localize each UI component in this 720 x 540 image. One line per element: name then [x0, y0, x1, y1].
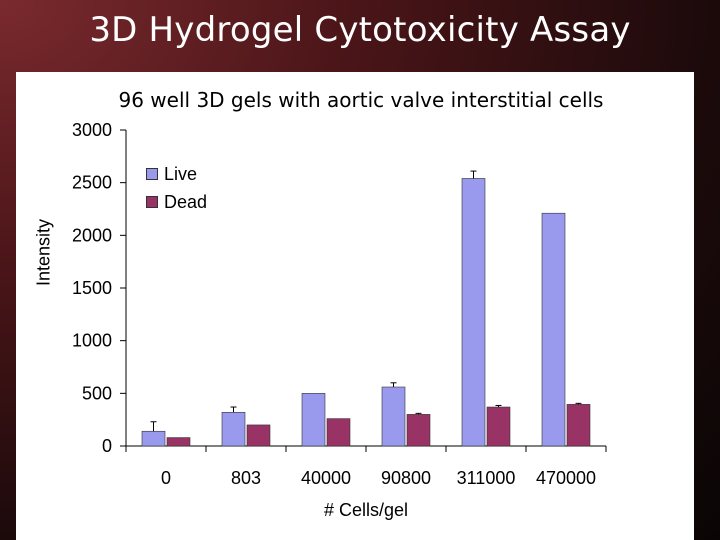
- bar-dead: [166, 437, 191, 447]
- x-tick-label: 40000: [301, 468, 351, 488]
- legend-label-live: Live: [164, 163, 198, 184]
- legend-item-dead: Dead: [146, 188, 207, 216]
- y-tick-label: 3000: [72, 120, 112, 140]
- x-tick-label: 0: [161, 468, 171, 488]
- x-tick-label: 803: [231, 468, 261, 488]
- slide-title: 3D Hydrogel Cytotoxicity Assay: [89, 10, 631, 50]
- bar-live: [541, 212, 566, 447]
- y-axis-label: Intensity: [33, 218, 54, 287]
- bar-dead: [326, 418, 351, 447]
- bar-dead: [246, 424, 271, 447]
- bar-live: [301, 393, 326, 447]
- bar-live: [141, 430, 166, 447]
- chart-panel: 96 well 3D gels with aortic valve inters…: [16, 72, 694, 540]
- y-tick-label: 1500: [72, 278, 112, 298]
- legend-swatch-dead: [146, 196, 158, 208]
- bar-live: [221, 411, 246, 447]
- y-tick-label: 500: [82, 383, 112, 403]
- chart-title: 96 well 3D gels with aortic valve inters…: [118, 88, 604, 112]
- bar-dead: [406, 414, 431, 447]
- legend-label-dead: Dead: [164, 191, 208, 212]
- y-tick-label: 0: [102, 436, 112, 456]
- legend: Live Dead: [146, 160, 207, 216]
- bar-live: [461, 178, 486, 447]
- y-tick-label: 2000: [72, 225, 112, 245]
- x-tick-label: 470000: [536, 468, 596, 488]
- y-tick-label: 2500: [72, 173, 112, 193]
- legend-item-live: Live: [146, 160, 207, 188]
- x-axis-label: # Cells/gel: [323, 500, 409, 520]
- bar-live: [381, 386, 406, 447]
- x-tick-label: 90800: [381, 468, 431, 488]
- x-tick-label: 311000: [457, 468, 516, 488]
- legend-swatch-live: [146, 168, 158, 180]
- bar-chart: 0 500 1000 1500 2000 2500 3000 0 803 40000 90800 31…: [72, 120, 607, 488]
- bar-dead: [566, 404, 591, 447]
- bar-dead: [486, 406, 511, 447]
- y-tick-label: 1000: [72, 331, 112, 351]
